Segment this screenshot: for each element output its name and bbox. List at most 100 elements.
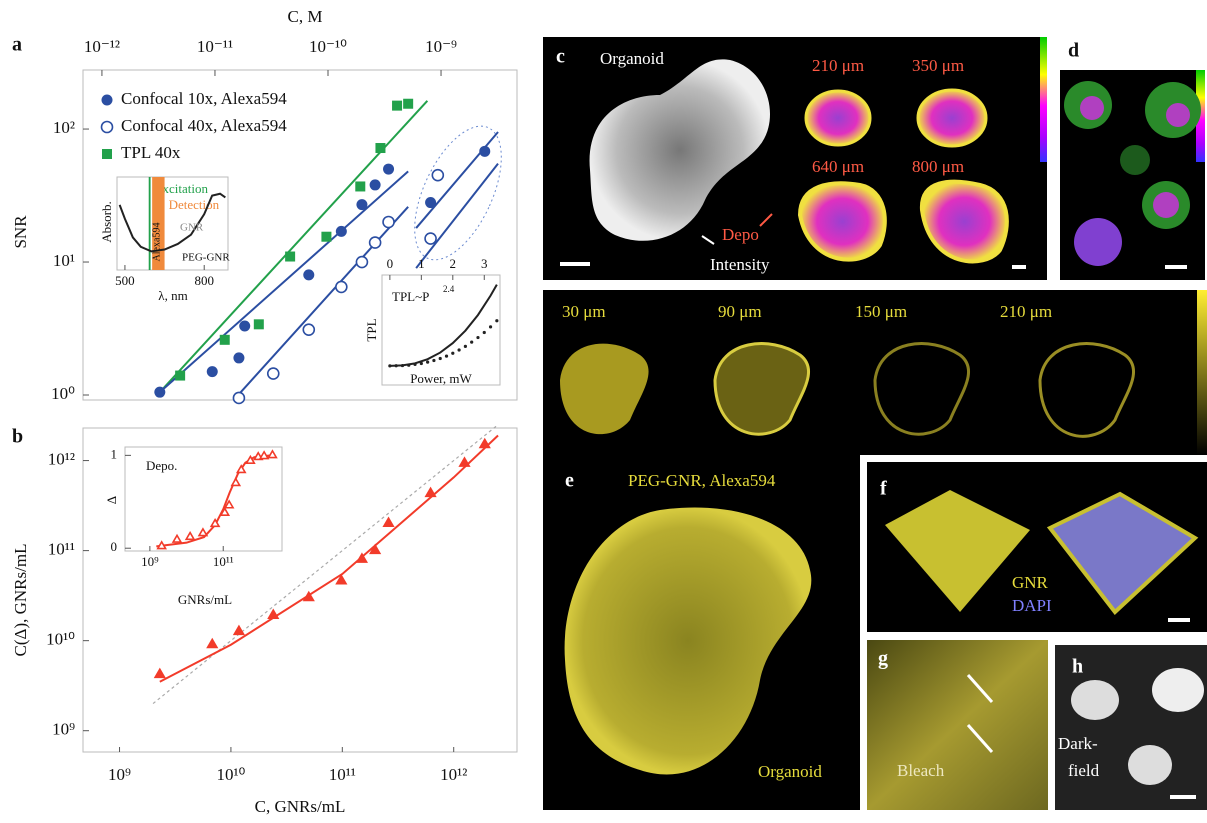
marker: [426, 361, 429, 364]
marker: [451, 352, 454, 355]
x2-tick-label: 10⁻¹²: [84, 37, 120, 56]
marker: [479, 146, 490, 157]
marker: [233, 392, 244, 403]
marker: [356, 199, 367, 210]
marker: [445, 355, 448, 358]
marker: [370, 179, 381, 190]
image-text: Dark-: [1058, 734, 1098, 753]
colorbar: [1040, 37, 1047, 162]
marker: [370, 237, 381, 248]
y-tick-label: 10¹: [53, 251, 75, 270]
marker: [403, 99, 413, 109]
image-panels: [543, 37, 1207, 810]
figure: 10⁻¹²10⁻¹¹10⁻¹⁰10⁻⁹10⁰10¹10²Confocal 10x…: [0, 0, 1207, 823]
x-tick-label: 1: [418, 256, 425, 271]
marker: [375, 143, 385, 153]
marker: [383, 164, 394, 175]
marker: [432, 170, 443, 181]
marker: [268, 368, 279, 379]
y-tick-label: 10¹⁰: [46, 630, 75, 649]
cell: [1120, 145, 1150, 175]
axis-label: C(Δ), GNRs/mL: [11, 544, 30, 657]
x-tick-label: 10⁹: [108, 765, 131, 784]
image-text: Organoid: [600, 49, 664, 68]
annotation-exponent: 2.4: [443, 284, 455, 294]
y-tick-label: 10¹¹: [48, 540, 75, 559]
marker: [470, 341, 473, 344]
image-text: 30 μm: [562, 302, 606, 321]
marker: [420, 362, 423, 365]
x2-tick-label: 10⁻¹⁰: [309, 37, 347, 56]
marker: [239, 321, 250, 332]
marker: [425, 197, 436, 208]
image-text: 210 μm: [812, 56, 864, 75]
x-tick-label: 10¹¹: [213, 554, 234, 569]
annotation: Alexa594: [151, 223, 162, 262]
marker: [388, 364, 391, 367]
panel-label: g: [878, 648, 888, 670]
marker: [407, 364, 410, 367]
axis-label: Δ: [104, 496, 119, 504]
axis-label: SNR: [11, 215, 30, 249]
x-tick-label: 500: [115, 273, 135, 288]
marker: [483, 331, 486, 334]
axis-label: C, GNRs/mL: [255, 797, 346, 816]
marker: [439, 357, 442, 360]
x-tick-label: 10⁹: [141, 554, 159, 569]
image-text: Intensity: [710, 255, 770, 274]
marker: [425, 233, 436, 244]
marker: [154, 387, 165, 398]
colorbar: [1197, 290, 1207, 455]
y-tick-label: 1: [111, 446, 118, 461]
organoid: [1152, 668, 1204, 712]
cell: [1080, 96, 1104, 120]
axis-label: Absorb.: [99, 201, 114, 243]
y-tick-label: 10⁰: [51, 384, 75, 403]
legend-label: Confocal 10x, Alexa594: [121, 89, 287, 108]
scale-bar: [1012, 265, 1026, 269]
inset-title: Depo.: [146, 458, 177, 473]
image-text: Organoid: [758, 762, 822, 781]
panel-label: h: [1072, 656, 1083, 678]
legend-label: TPL 40x: [121, 143, 181, 162]
panel-label: d: [1068, 40, 1079, 62]
image-text: DAPI: [1012, 596, 1052, 615]
marker: [356, 257, 367, 268]
panel-label: f: [880, 478, 887, 500]
x-tick-label: 10¹²: [440, 765, 467, 784]
marker: [495, 319, 498, 322]
panel-label: e: [565, 470, 574, 492]
marker: [220, 335, 230, 345]
marker: [464, 345, 467, 348]
image-text: 800 μm: [912, 157, 964, 176]
marker: [401, 364, 404, 367]
panel-label: c: [556, 46, 565, 68]
x2-tick-label: 10⁻¹¹: [197, 37, 233, 56]
x-tick-label: 0: [387, 256, 394, 271]
cell: [1074, 218, 1122, 266]
axis-label: GNRs/mL: [178, 592, 232, 607]
annotation: PEG-GNR: [182, 252, 230, 264]
organoid: [1071, 680, 1119, 720]
marker: [395, 364, 398, 367]
panel-label: b: [12, 426, 23, 448]
scale-bar: [1165, 265, 1187, 269]
x2-tick-label: 10⁻⁹: [425, 37, 457, 56]
image-text: field: [1068, 761, 1100, 780]
legend-marker: [102, 149, 112, 159]
organoid-depo: [918, 90, 986, 146]
image-text: 90 μm: [718, 302, 762, 321]
axis-label: TPL: [364, 318, 379, 341]
image-text: 640 μm: [812, 157, 864, 176]
annotation: TPL~P: [392, 289, 429, 304]
y-tick-label: 10⁹: [52, 720, 75, 739]
band: [149, 177, 151, 270]
image-text: PEG-GNR, Alexa594: [628, 471, 776, 490]
legend-marker: [102, 122, 113, 133]
organoid-depo: [806, 91, 870, 145]
x-tick-label: 10¹¹: [329, 765, 356, 784]
x-tick-label: 10¹⁰: [216, 765, 245, 784]
cell: [1166, 103, 1190, 127]
marker: [432, 359, 435, 362]
scale-bar: [560, 262, 590, 266]
